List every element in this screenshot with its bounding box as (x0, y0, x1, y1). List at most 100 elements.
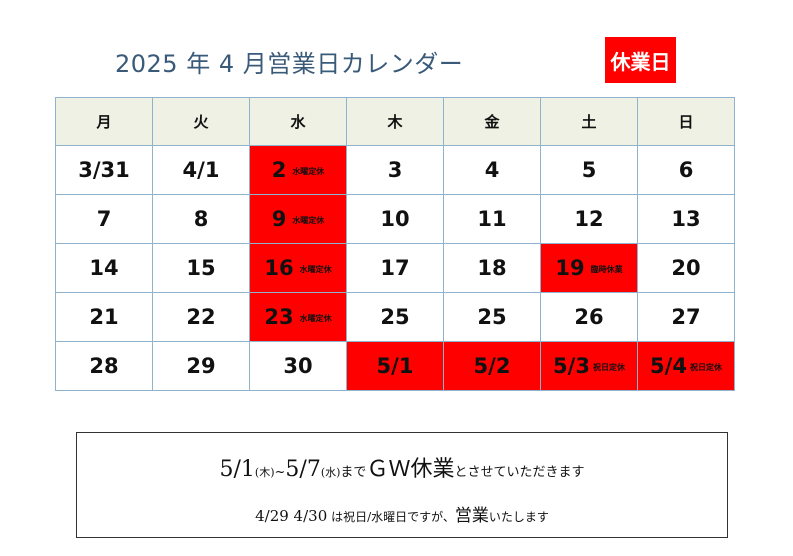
day-cell: 21 (55, 292, 153, 342)
day-number: 19 (555, 256, 585, 280)
day-number: 17 (380, 256, 410, 280)
day-cell-closed: 9 水曜定休 (249, 194, 347, 244)
day-number: 4/1 (182, 158, 220, 182)
gw-start-dow: (木) (254, 466, 275, 479)
day-number: 4 (484, 158, 500, 182)
open-eigyo: 営業 (454, 506, 489, 526)
day-cell-sunday: 20 (637, 243, 735, 293)
day-cell-closed: 5/1 (346, 341, 444, 391)
gw-start-date: 5/1 (219, 457, 255, 482)
weekday-tue: 火 (152, 97, 250, 146)
day-number: 23 (264, 305, 294, 329)
day-number: 5/2 (473, 354, 511, 378)
day-number: 27 (671, 305, 701, 329)
day-cell-sunday: 27 (637, 292, 735, 342)
weekday-mon: 月 (55, 97, 153, 146)
day-number: 3/31 (78, 158, 130, 182)
day-cell: 30 (249, 341, 347, 391)
weekday-wed: 水 (249, 97, 347, 146)
week-row: 3/31 4/1 2 水曜定休 3 4 5 6 (55, 145, 735, 195)
gw-closure-label: ＧＷ休業 (366, 457, 455, 482)
day-number: 5/1 (376, 354, 414, 378)
day-cell-sunday: 6 (637, 145, 735, 195)
gw-made: まで (340, 465, 367, 480)
day-number: 16 (264, 256, 294, 280)
day-number: 25 (380, 305, 410, 329)
day-cell-closed: 2 水曜定休 (249, 145, 347, 195)
day-cell: 29 (152, 341, 250, 391)
calendar-table: 月 火 水 木 金 土 日 3/31 4/1 2 水曜定休 3 4 5 6 7 8… (55, 97, 735, 391)
day-cell-saturday: 26 (540, 292, 638, 342)
closed-note: 臨時休業 (590, 264, 623, 274)
week-row: 21 22 23 水曜定休 25 25 26 27 (55, 292, 735, 342)
day-cell-closed: 5/2 (443, 341, 541, 391)
day-cell-saturday: 12 (540, 194, 638, 244)
day-number: 21 (89, 305, 119, 329)
day-number: 9 (271, 207, 287, 231)
day-cell: 22 (152, 292, 250, 342)
day-cell: 4 (443, 145, 541, 195)
closed-note: 祝日定休 (592, 362, 625, 372)
closed-note: 水曜定休 (299, 313, 332, 323)
day-cell-sunday: 13 (637, 194, 735, 244)
day-number: 28 (89, 354, 119, 378)
gw-tail: とさせていただきます (454, 465, 585, 480)
weekday-sun: 日 (637, 97, 735, 146)
open-tail: いたします (488, 510, 549, 524)
day-number: 3 (387, 158, 403, 182)
closed-note: 水曜定休 (299, 264, 332, 274)
day-number: 10 (380, 207, 410, 231)
day-number: 14 (89, 256, 119, 280)
day-cell: 28 (55, 341, 153, 391)
day-number: 2 (271, 158, 287, 182)
day-cell: 15 (152, 243, 250, 293)
week-row: 28 29 30 5/1 5/2 5/3 祝日定休 5/4 祝日定休 (55, 341, 735, 391)
closed-note: 水曜定休 (292, 166, 325, 176)
day-cell-closed: 5/4 祝日定休 (637, 341, 735, 391)
day-number: 7 (96, 207, 112, 231)
day-cell: 25 (346, 292, 444, 342)
day-cell: 25 (443, 292, 541, 342)
weekday-header-row: 月 火 水 木 金 土 日 (55, 97, 735, 146)
week-row: 7 8 9 水曜定休 10 11 12 13 (55, 194, 735, 244)
day-cell-closed: 19 臨時休業 (540, 243, 638, 293)
day-number: 20 (671, 256, 701, 280)
notice-line-gw: 5/1(木)~5/7(水)までＧＷ休業とさせていただきます (77, 451, 727, 483)
notice-box: 5/1(木)~5/7(水)までＧＷ休業とさせていただきます 4/29 4/30 … (76, 432, 728, 538)
day-number: 18 (477, 256, 507, 280)
day-cell-closed: 16 水曜定休 (249, 243, 347, 293)
day-number: 13 (671, 207, 701, 231)
day-number: 5 (581, 158, 597, 182)
day-cell: 10 (346, 194, 444, 244)
day-number: 5/4 (650, 354, 687, 378)
notice-line-open: 4/29 4/30 は祝日/水曜日ですが、営業いたします (77, 501, 727, 526)
day-number: 6 (678, 158, 694, 182)
day-cell: 4/1 (152, 145, 250, 195)
day-cell: 3 (346, 145, 444, 195)
gw-end-dow: (水) (320, 466, 341, 479)
holiday-legend-badge: 休業日 (605, 37, 676, 83)
day-number: 25 (477, 305, 507, 329)
weekday-fri: 金 (443, 97, 541, 146)
day-number: 26 (574, 305, 604, 329)
day-cell: 3/31 (55, 145, 153, 195)
gw-end-date: 5/7 (285, 457, 321, 482)
weekday-sat: 土 (540, 97, 638, 146)
day-number: 11 (477, 207, 507, 231)
day-number: 29 (186, 354, 216, 378)
day-cell: 11 (443, 194, 541, 244)
week-row: 14 15 16 水曜定休 17 18 19 臨時休業 20 (55, 243, 735, 293)
gw-tilde: ~ (274, 465, 286, 480)
day-cell: 18 (443, 243, 541, 293)
day-cell: 14 (55, 243, 153, 293)
day-number: 30 (283, 354, 313, 378)
day-cell-closed: 23 水曜定休 (249, 292, 347, 342)
day-number: 5/3 (553, 354, 590, 378)
day-cell: 17 (346, 243, 444, 293)
closed-note: 祝日定休 (689, 362, 722, 372)
page-title: 2025 年 4 月営業日カレンダー (115, 50, 464, 78)
day-cell: 8 (152, 194, 250, 244)
day-cell-closed: 5/3 祝日定休 (540, 341, 638, 391)
closed-note: 水曜定休 (292, 215, 325, 225)
open-dates: 4/29 4/30 (255, 507, 328, 525)
